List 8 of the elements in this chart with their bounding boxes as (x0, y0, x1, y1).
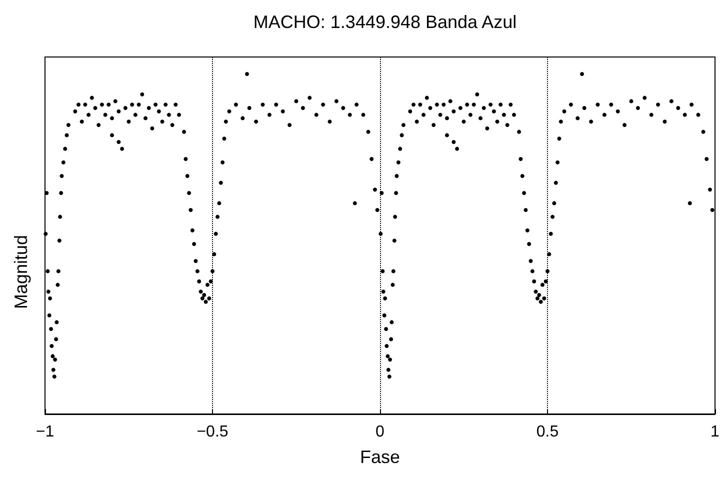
chart-title: MACHO: 1.3449.948 Banda Azul (253, 12, 517, 32)
y-axis-title: Magnitud (11, 234, 31, 310)
x-tick-label: −1 (36, 424, 54, 440)
x-tick-label: 1 (710, 424, 720, 440)
x-tick-label: 0 (376, 424, 385, 440)
x-axis-title: Fase (360, 447, 400, 467)
x-tick-label: 0.5 (536, 424, 559, 440)
x-tick-label: −0.5 (196, 424, 228, 440)
